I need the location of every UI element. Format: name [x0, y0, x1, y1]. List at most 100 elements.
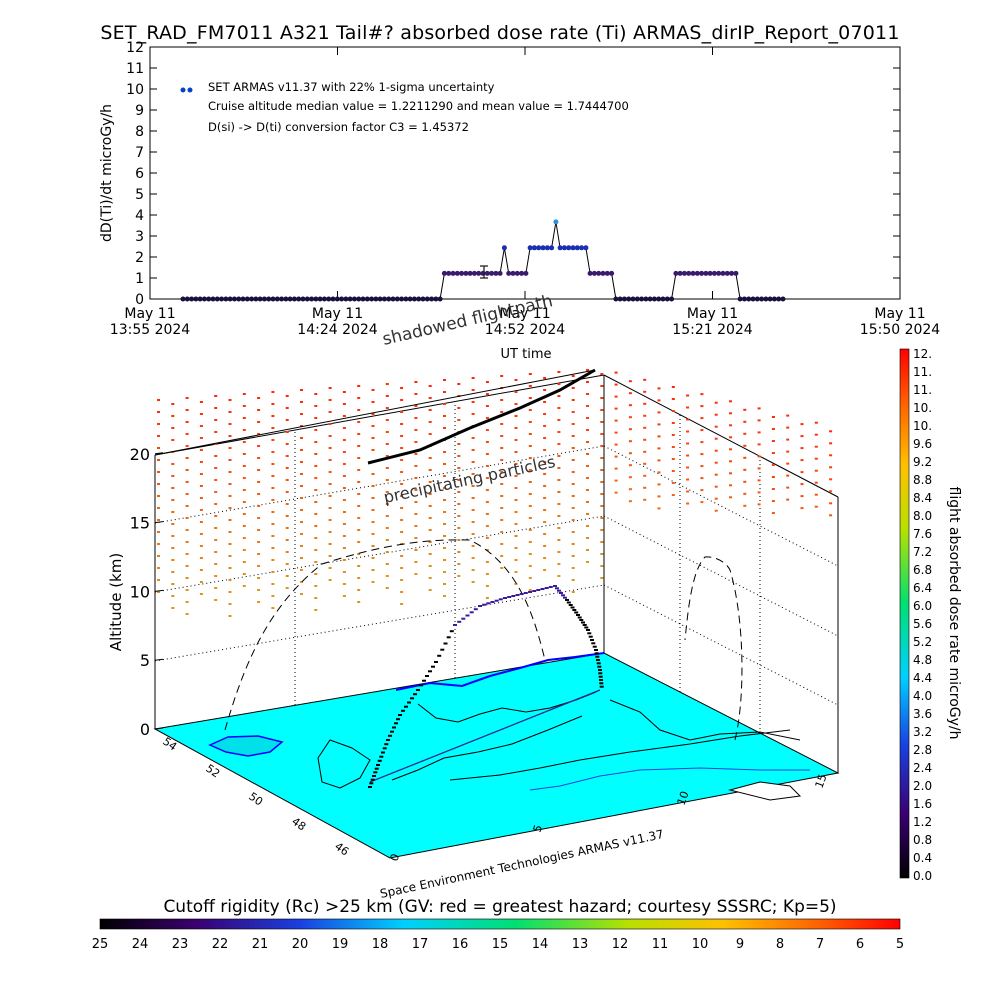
- altitude-tick-label: 15: [130, 514, 150, 533]
- colorbar-tick-label: 6.4: [913, 581, 932, 595]
- legend-marker: [180, 87, 186, 93]
- data-point: [737, 296, 743, 302]
- page-title: SET_RAD_FM7011 A321 Tail#? absorbed dose…: [100, 22, 900, 44]
- data-point: [416, 296, 422, 302]
- data-point: [587, 270, 593, 276]
- y-tick-label: 11: [126, 61, 144, 77]
- data-point: [403, 296, 409, 302]
- data-point: [544, 245, 550, 251]
- ut-time-label: UT time: [501, 347, 552, 362]
- shadowed-polyline: [367, 368, 596, 465]
- y-tick-label: 8: [135, 124, 144, 140]
- data-point: [669, 296, 675, 302]
- data-point: [287, 296, 293, 302]
- altitude-tick-mark: [154, 589, 164, 592]
- data-point: [437, 296, 443, 302]
- altitude-tick-mark: [154, 452, 164, 455]
- ground-map-plane: [153, 652, 840, 859]
- colorbar-label: flight absorbed dose rate microGy/h: [946, 487, 962, 740]
- altitude-ticks: 0 5 10 15 20: [130, 445, 164, 739]
- data-point: [694, 270, 700, 276]
- data-point: [459, 270, 465, 276]
- x-tick-label: 14:52 2024: [485, 322, 566, 338]
- data-point: [411, 296, 417, 302]
- data-point: [227, 296, 233, 302]
- data-point: [369, 296, 375, 302]
- rigidity-tick-label: 13: [572, 937, 589, 952]
- legend: SET ARMAS v11.37 with 22% 1-sigma uncert…: [180, 80, 629, 134]
- x-tick-label: 15:21 2024: [672, 322, 753, 338]
- data-point: [249, 296, 255, 302]
- data-point: [399, 296, 405, 302]
- data-point: [471, 270, 477, 276]
- data-point: [334, 296, 340, 302]
- error-bar: [480, 265, 488, 279]
- rigidity-tick-label: 10: [692, 937, 709, 952]
- data-point: [326, 296, 332, 302]
- colorbar-tick-label: 7.6: [913, 527, 932, 541]
- precipitating-particles: [157, 369, 833, 617]
- data-point: [386, 296, 392, 302]
- rigidity-label: Cutoff rigidity (Rc) >25 km (GV: red = g…: [163, 897, 836, 917]
- data-point: [729, 270, 735, 276]
- data-point: [527, 245, 533, 251]
- y-axis-label: dD(Ti)/dt microGy/h: [99, 104, 115, 242]
- data-point: [579, 245, 585, 251]
- data-point: [197, 296, 203, 302]
- rigidity-tick-label: 17: [412, 937, 429, 952]
- rigidity-tick-label: 8: [776, 937, 784, 952]
- altitude-axis-label: Altitude (km): [107, 553, 125, 651]
- data-point: [630, 296, 636, 302]
- legend-series-label: SET ARMAS v11.37 with 22% 1-sigma uncert…: [208, 80, 495, 94]
- data-point: [536, 245, 542, 251]
- data-point: [591, 270, 597, 276]
- data-point: [686, 270, 692, 276]
- data-point: [261, 296, 267, 302]
- data-point: [189, 296, 195, 302]
- data-point: [617, 296, 623, 302]
- x-tick-label: 14:24 2024: [297, 322, 378, 338]
- rigidity-tick-label: 22: [212, 937, 229, 952]
- x-tick-label: May 11: [874, 306, 925, 322]
- data-point: [664, 296, 670, 302]
- data-point: [223, 296, 229, 302]
- colorbar-tick-label: 1.6: [913, 797, 932, 811]
- data-point: [420, 296, 426, 302]
- data-point: [651, 296, 657, 302]
- rigidity-tick-label: 12: [612, 937, 629, 952]
- data-point: [519, 270, 525, 276]
- y-tick-label: 2: [135, 250, 144, 266]
- data-point: [291, 296, 297, 302]
- x-tick-label: May 11: [687, 306, 738, 322]
- data-point: [381, 296, 387, 302]
- colorbar-tick-label: 8.4: [913, 491, 932, 505]
- data-point: [626, 296, 632, 302]
- colorbar-tick-label: 4.8: [913, 653, 932, 667]
- x-tick-label: 15:50 2024: [860, 322, 941, 338]
- colorbar-tick-label: 4.0: [913, 689, 932, 703]
- data-point: [339, 296, 345, 302]
- data-point: [604, 270, 610, 276]
- data-point: [497, 270, 503, 276]
- legend-median-mean: Cruise altitude median value = 1.2211290…: [208, 99, 629, 113]
- colorbar-tick-label: 6.8: [913, 563, 932, 577]
- longitude-tick-label: 10: [675, 789, 692, 807]
- data-point: [681, 270, 687, 276]
- data-point: [780, 296, 786, 302]
- rigidity-tick-label: 18: [372, 937, 389, 952]
- data-point: [660, 296, 666, 302]
- data-point: [570, 245, 576, 251]
- rigidity-colorbar: Cutoff rigidity (Rc) >25 km (GV: red = g…: [92, 897, 904, 952]
- colorbar-tick-label: 4.4: [913, 671, 932, 685]
- longitude-ticks: 0 5 10 15: [388, 772, 830, 863]
- data-point: [253, 296, 259, 302]
- data-point: [596, 270, 602, 276]
- legend-marker: [187, 87, 193, 93]
- colorbar-tick-label: 7.2: [913, 545, 932, 559]
- data-point: [377, 296, 383, 302]
- y-tick-label: 3: [135, 229, 144, 245]
- colorbar-tick-label: 8.8: [913, 473, 932, 487]
- data-point: [501, 245, 507, 251]
